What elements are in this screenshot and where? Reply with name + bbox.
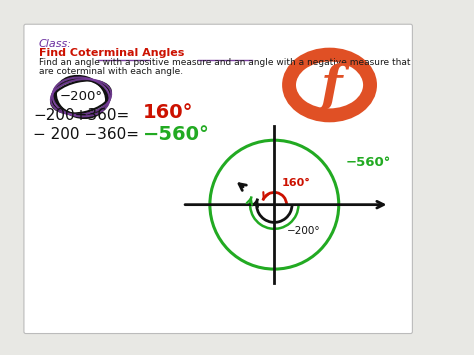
Text: Class:: Class: — [39, 39, 72, 49]
Text: −200°: −200° — [60, 89, 102, 103]
Text: Find an angle with a positive measure and an angle with a negative measure that: Find an angle with a positive measure an… — [39, 58, 410, 67]
Text: −560°: −560° — [143, 125, 210, 144]
Text: −200+360=: −200+360= — [33, 108, 129, 123]
Text: Find Coterminal Angles: Find Coterminal Angles — [39, 48, 184, 58]
Text: are coterminal with each angle.: are coterminal with each angle. — [39, 67, 183, 76]
Text: f: f — [320, 62, 342, 111]
FancyBboxPatch shape — [24, 24, 412, 334]
Text: −560°: −560° — [346, 156, 392, 169]
Text: 160°: 160° — [282, 178, 310, 188]
Ellipse shape — [289, 55, 370, 115]
Text: 160°: 160° — [143, 103, 193, 122]
Text: − 200 −360=: − 200 −360= — [33, 127, 139, 142]
Text: −200°: −200° — [287, 226, 321, 236]
